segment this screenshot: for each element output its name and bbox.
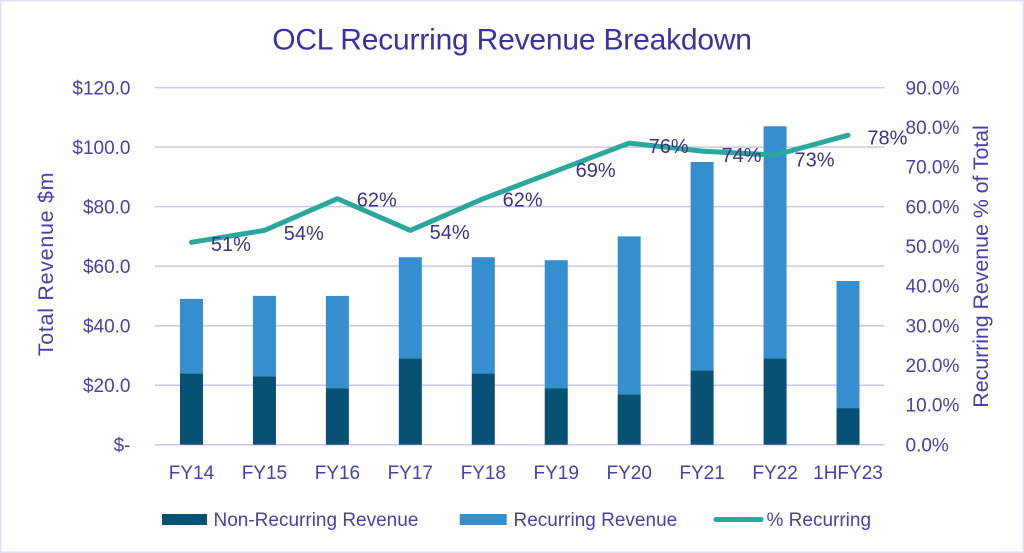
svg-text:50.0%: 50.0% xyxy=(906,237,960,258)
svg-text:Non-Recurring Revenue: Non-Recurring Revenue xyxy=(214,510,419,531)
svg-text:Recurring Revenue % of Total: Recurring Revenue % of Total xyxy=(969,125,993,407)
svg-text:1HFY23: 1HFY23 xyxy=(813,463,883,484)
svg-text:30.0%: 30.0% xyxy=(906,316,960,337)
svg-text:FY15: FY15 xyxy=(242,463,287,484)
svg-text:62%: 62% xyxy=(357,190,397,212)
svg-text:FY16: FY16 xyxy=(315,463,360,484)
svg-text:78%: 78% xyxy=(867,127,907,149)
svg-text:70.0%: 70.0% xyxy=(906,158,960,179)
svg-text:FY22: FY22 xyxy=(752,463,797,484)
svg-text:Total Revenue $m: Total Revenue $m xyxy=(34,172,58,357)
svg-text:54%: 54% xyxy=(430,222,470,244)
svg-text:$60.0: $60.0 xyxy=(83,257,131,278)
svg-text:10.0%: 10.0% xyxy=(906,396,960,417)
svg-text:54%: 54% xyxy=(284,223,324,245)
svg-text:$40.0: $40.0 xyxy=(83,316,131,337)
svg-text:73%: 73% xyxy=(794,150,834,172)
svg-text:Recurring Revenue: Recurring Revenue xyxy=(514,510,678,531)
svg-text:76%: 76% xyxy=(649,136,689,158)
svg-text:% Recurring: % Recurring xyxy=(767,510,872,531)
svg-text:$100.0: $100.0 xyxy=(72,138,130,159)
svg-text:69%: 69% xyxy=(576,160,616,182)
svg-text:FY18: FY18 xyxy=(461,463,506,484)
svg-text:OCL Recurring Revenue Breakdow: OCL Recurring Revenue Breakdown xyxy=(272,24,752,57)
svg-text:FY14: FY14 xyxy=(169,463,215,484)
svg-text:$80.0: $80.0 xyxy=(83,197,131,218)
svg-text:0.0%: 0.0% xyxy=(906,435,949,456)
svg-text:60.0%: 60.0% xyxy=(906,197,960,218)
svg-text:$120.0: $120.0 xyxy=(72,78,130,99)
svg-text:62%: 62% xyxy=(503,190,543,212)
svg-text:FY21: FY21 xyxy=(679,463,724,484)
svg-text:90.0%: 90.0% xyxy=(906,78,960,99)
svg-text:74%: 74% xyxy=(721,145,761,167)
svg-text:FY17: FY17 xyxy=(388,463,433,484)
svg-text:80.0%: 80.0% xyxy=(906,118,960,139)
svg-text:20.0%: 20.0% xyxy=(906,356,960,377)
svg-text:40.0%: 40.0% xyxy=(906,277,960,298)
svg-text:$20.0: $20.0 xyxy=(83,376,131,397)
svg-text:$-: $- xyxy=(114,435,131,456)
svg-text:FY20: FY20 xyxy=(606,463,651,484)
svg-text:FY19: FY19 xyxy=(533,463,578,484)
svg-text:51%: 51% xyxy=(211,234,251,256)
